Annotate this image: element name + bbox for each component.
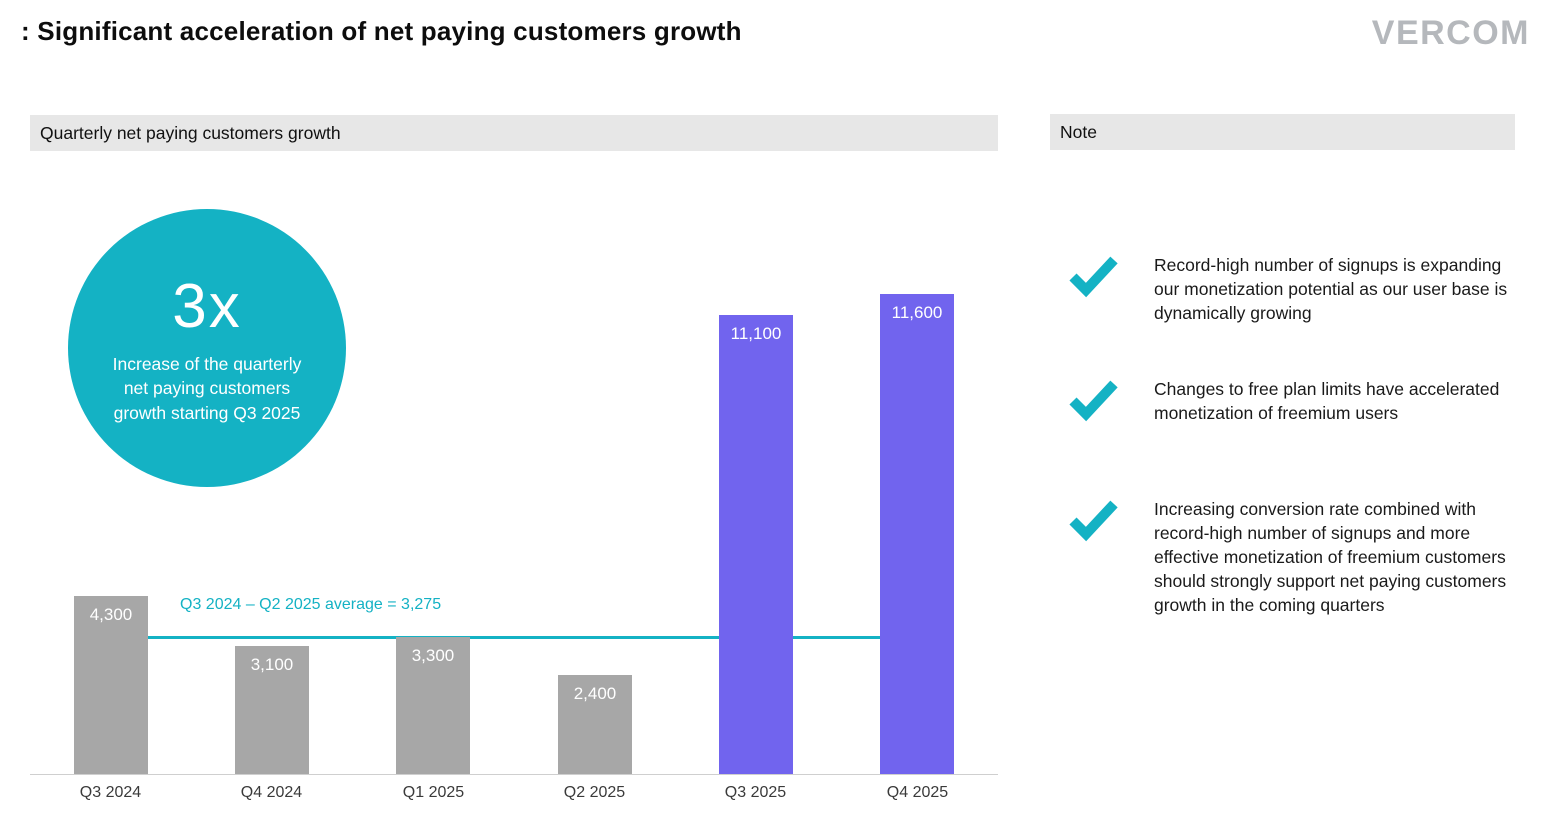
note-text: Changes to free plan limits have acceler… xyxy=(1154,378,1500,423)
vercom-logo: VERCOM xyxy=(1371,14,1530,52)
note-section-header: Note xyxy=(1050,114,1515,150)
bar-q4-2025: 11,600 xyxy=(880,294,954,774)
badge-multiplier: 3x xyxy=(172,272,242,342)
bar-value-label: 3,300 xyxy=(411,646,455,665)
x-axis-label: Q2 2025 xyxy=(563,784,626,801)
check-icon xyxy=(1069,380,1118,422)
x-axis-label: Q3 2024 xyxy=(79,784,142,801)
bar-value-label: 11,600 xyxy=(891,303,943,322)
note-item: Record-high number of signups is expandi… xyxy=(1050,254,1515,326)
chart-section-header: Quarterly net paying customers growth xyxy=(30,115,998,151)
check-icon xyxy=(1069,500,1118,542)
highlight-badge: 3x Increase of the quarterly net paying … xyxy=(68,209,346,487)
x-axis-label: Q4 2024 xyxy=(240,784,303,801)
badge-caption: Increase of the quarterly net paying cus… xyxy=(112,354,302,423)
bar-value-label: 2,400 xyxy=(573,684,617,703)
check-icon xyxy=(1069,256,1118,298)
x-axis-label: Q4 2025 xyxy=(886,784,949,801)
note-item: Changes to free plan limits have acceler… xyxy=(1050,378,1515,426)
chart-section: Quarterly net paying customers growth 3x… xyxy=(30,115,998,807)
note-item: Increasing conversion rate combined with… xyxy=(1050,498,1515,618)
bar-value-label: 11,100 xyxy=(730,324,782,343)
x-axis-labels: Q3 2024 Q4 2024 Q1 2025 Q2 2025 Q3 2025 Q4 20… xyxy=(30,775,998,807)
bar-value-label: 4,300 xyxy=(89,605,133,624)
bar-q4-2024: 3,100 xyxy=(235,646,309,774)
average-line-label: Q3 2024 – Q2 2025 average = 3,275 xyxy=(180,596,442,613)
x-axis-label: Q1 2025 xyxy=(402,784,465,801)
average-line xyxy=(108,636,918,639)
bar-q3-2024: 4,300 xyxy=(74,596,148,774)
note-text: Increasing conversion rate combined with… xyxy=(1154,498,1507,615)
note-section: Note Record-high number of signups is ex… xyxy=(1050,114,1515,618)
x-axis-label: Q3 2025 xyxy=(724,784,787,801)
bar-q2-2025: 2,400 xyxy=(558,675,632,774)
bar-value-label: 3,100 xyxy=(250,655,294,674)
chart-plot: 3x Increase of the quarterly net paying … xyxy=(30,151,998,775)
bar-q3-2025: 11,100 xyxy=(719,315,793,774)
bar-q1-2025: 3,300 xyxy=(396,637,470,774)
note-text: Record-high number of signups is expandi… xyxy=(1154,255,1508,323)
page-title: : Significant acceleration of net paying… xyxy=(21,16,742,46)
